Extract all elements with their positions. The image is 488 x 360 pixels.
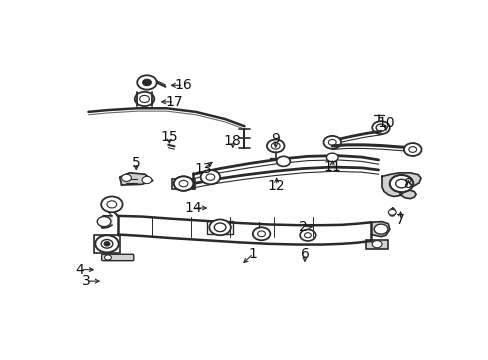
- Circle shape: [104, 255, 111, 260]
- Circle shape: [200, 170, 220, 184]
- Polygon shape: [100, 216, 112, 228]
- Circle shape: [122, 174, 131, 181]
- Circle shape: [97, 217, 111, 226]
- Text: 2: 2: [298, 220, 307, 234]
- Circle shape: [271, 143, 280, 149]
- Circle shape: [135, 92, 154, 106]
- Text: 11: 11: [323, 160, 341, 174]
- Circle shape: [266, 139, 284, 152]
- Circle shape: [375, 124, 385, 131]
- Circle shape: [389, 175, 412, 192]
- Circle shape: [252, 227, 270, 240]
- Circle shape: [276, 156, 290, 166]
- Text: 18: 18: [224, 134, 241, 148]
- Circle shape: [304, 233, 311, 238]
- Circle shape: [300, 229, 315, 241]
- Text: 10: 10: [376, 116, 394, 130]
- Text: 1: 1: [248, 247, 257, 261]
- Circle shape: [326, 153, 337, 162]
- FancyBboxPatch shape: [366, 239, 387, 249]
- Circle shape: [371, 240, 381, 248]
- Polygon shape: [388, 208, 395, 216]
- Circle shape: [408, 147, 416, 152]
- Circle shape: [173, 176, 193, 191]
- Circle shape: [179, 180, 187, 187]
- Circle shape: [101, 197, 122, 212]
- Circle shape: [95, 235, 119, 252]
- Text: 13: 13: [194, 162, 211, 176]
- Text: 7: 7: [395, 213, 404, 227]
- Circle shape: [104, 242, 110, 246]
- FancyBboxPatch shape: [102, 254, 134, 261]
- Circle shape: [137, 75, 157, 90]
- Circle shape: [101, 239, 113, 248]
- Circle shape: [209, 220, 230, 235]
- Circle shape: [403, 143, 421, 156]
- Circle shape: [142, 79, 151, 86]
- Polygon shape: [381, 173, 420, 199]
- Circle shape: [328, 139, 335, 145]
- Text: 8: 8: [403, 177, 412, 191]
- Text: 5: 5: [132, 156, 141, 170]
- Circle shape: [142, 176, 152, 184]
- Text: 17: 17: [165, 95, 183, 109]
- Circle shape: [373, 224, 387, 234]
- FancyBboxPatch shape: [172, 179, 194, 189]
- Text: 15: 15: [160, 130, 178, 144]
- Text: 16: 16: [174, 78, 192, 92]
- Circle shape: [173, 176, 193, 191]
- Text: 12: 12: [267, 179, 285, 193]
- Text: 4: 4: [76, 263, 84, 276]
- Circle shape: [214, 223, 225, 231]
- Polygon shape: [370, 222, 389, 237]
- Circle shape: [395, 179, 407, 188]
- Circle shape: [140, 95, 149, 103]
- Circle shape: [257, 231, 265, 237]
- Circle shape: [205, 174, 214, 180]
- Text: 3: 3: [81, 274, 90, 288]
- Circle shape: [323, 136, 340, 149]
- Text: 6: 6: [300, 247, 309, 261]
- Circle shape: [179, 180, 187, 187]
- Text: 9: 9: [271, 132, 280, 146]
- Circle shape: [387, 210, 395, 215]
- Polygon shape: [120, 173, 153, 185]
- Circle shape: [371, 121, 389, 134]
- Text: 14: 14: [184, 201, 202, 215]
- Circle shape: [107, 201, 117, 208]
